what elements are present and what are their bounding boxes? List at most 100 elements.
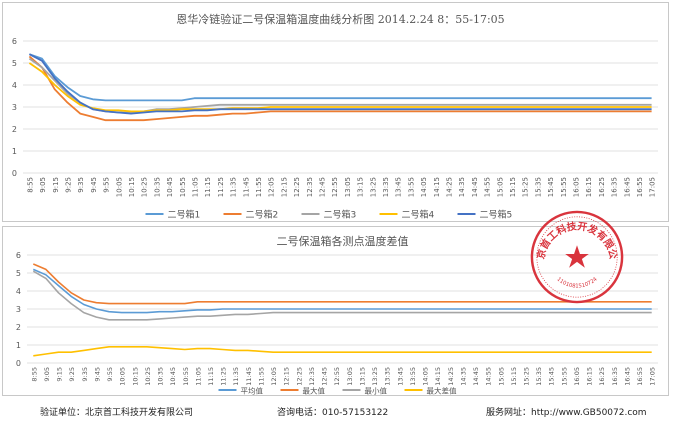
x-tick-label: 15:45 xyxy=(547,177,555,197)
x-tick-label: 13:25 xyxy=(371,367,379,386)
x-tick-label: 9:55 xyxy=(106,367,114,382)
x-tick-label: 16:35 xyxy=(611,367,619,386)
x-tick-label: 14:15 xyxy=(433,177,441,197)
y-tick-label: 3 xyxy=(12,103,17,112)
footer-website: 服务网址：http://www.GB50072.com xyxy=(486,408,647,418)
x-tick-label: 9:55 xyxy=(103,177,111,193)
legend-label: 二号箱4 xyxy=(402,209,435,221)
x-tick-label: 13:55 xyxy=(409,367,417,386)
x-tick-label: 16:45 xyxy=(623,177,631,197)
legend-label: 二号箱2 xyxy=(246,209,279,221)
x-tick-label: 9:35 xyxy=(81,367,89,382)
x-tick-label: 11:05 xyxy=(194,367,202,386)
x-tick-label: 13:05 xyxy=(344,177,352,197)
y-tick-label: 6 xyxy=(12,37,17,46)
x-tick-label: 9:25 xyxy=(68,367,76,382)
x-tick-label: 12:25 xyxy=(295,367,303,386)
x-tick-label: 13:15 xyxy=(358,367,366,386)
x-tick-label: 12:55 xyxy=(331,177,339,197)
x-tick-label: 12:05 xyxy=(268,177,276,197)
x-tick-label: 16:55 xyxy=(636,367,644,386)
x-tick-label: 11:35 xyxy=(232,367,240,386)
x-tick-label: 11:55 xyxy=(255,177,263,197)
x-tick-label: 15:45 xyxy=(548,367,556,386)
x-tick-label: 14:25 xyxy=(445,177,453,197)
legend-label: 最大值 xyxy=(303,386,326,396)
x-tick-label: 12:35 xyxy=(308,367,316,386)
x-tick-label: 16:15 xyxy=(585,177,593,197)
series-line-最大值 xyxy=(32,263,652,305)
x-tick-label: 13:05 xyxy=(346,367,354,386)
x-tick-label: 15:25 xyxy=(522,177,530,197)
x-tick-label: 12:35 xyxy=(306,177,314,197)
x-tick-label: 12:25 xyxy=(293,177,301,197)
x-tick-label: 14:45 xyxy=(472,367,480,386)
y-tick-label: 0 xyxy=(12,169,17,178)
x-tick-label: 9:15 xyxy=(52,177,60,193)
x-tick-label: 14:35 xyxy=(458,177,466,197)
x-tick-label: 16:05 xyxy=(573,367,581,386)
x-tick-label: 14:55 xyxy=(484,177,492,197)
x-tick-label: 16:25 xyxy=(598,177,606,197)
x-tick-label: 13:25 xyxy=(369,177,377,197)
series-line-最小值 xyxy=(32,270,652,321)
y-tick-label: 5 xyxy=(16,269,21,278)
legend-label: 最大差值 xyxy=(427,386,457,396)
x-tick-label: 15:25 xyxy=(522,367,530,386)
x-tick-label: 9:25 xyxy=(64,177,72,193)
x-tick-label: 10:55 xyxy=(179,177,187,197)
x-tick-label: 13:45 xyxy=(395,177,403,197)
x-tick-label: 10:45 xyxy=(169,367,177,386)
x-tick-label: 14:05 xyxy=(422,367,430,386)
series-line-二号箱4 xyxy=(28,62,652,113)
x-tick-label: 13:35 xyxy=(384,367,392,386)
x-tick-label: 11:45 xyxy=(242,177,250,197)
legend-label: 二号箱3 xyxy=(324,209,357,221)
legend-label: 最小值 xyxy=(365,386,388,396)
x-tick-label: 14:15 xyxy=(434,367,442,386)
x-tick-label: 10:05 xyxy=(115,177,123,197)
temperature-difference-chart: 二号保温箱各测点温度差值 0 1 2 3 4 5 6 8:55 9:05 9:15 9:25 9:35 9… xyxy=(2,226,669,396)
x-tick-label: 14:55 xyxy=(485,367,493,386)
x-tick-label: 17:05 xyxy=(649,367,657,386)
x-tick-label: 16:55 xyxy=(636,177,644,197)
x-tick-label: 12:05 xyxy=(270,367,278,386)
footer-phone: 咨询电话：010-57153122 xyxy=(277,408,389,418)
series-line-最大差值 xyxy=(33,346,652,357)
x-tick-label: 9:05 xyxy=(43,367,51,382)
x-tick-label: 14:35 xyxy=(459,367,467,386)
x-tick-label: 8:55 xyxy=(30,367,38,382)
x-tick-label: 11:25 xyxy=(217,177,225,197)
x-tick-label: 12:15 xyxy=(283,367,291,386)
x-tick-label: 11:25 xyxy=(220,367,228,386)
x-tick-label: 17:05 xyxy=(649,177,657,197)
x-tick-label: 16:05 xyxy=(572,177,580,197)
x-tick-label: 11:15 xyxy=(204,177,212,197)
x-tick-label: 9:05 xyxy=(39,177,47,193)
chart-title-1: 二号保温箱各测点温度差值 xyxy=(277,234,409,248)
series-line-二号箱3 xyxy=(28,57,652,114)
y-tick-label: 0 xyxy=(16,359,21,368)
x-tick-label: 13:15 xyxy=(357,177,365,197)
x-tick-label: 9:45 xyxy=(93,367,101,382)
series-line-二号箱5 xyxy=(28,53,652,115)
x-tick-label: 16:15 xyxy=(586,367,594,386)
x-tick-label: 15:35 xyxy=(534,177,542,197)
y-tick-label: 2 xyxy=(12,125,17,134)
series-line-二号箱1 xyxy=(29,53,652,102)
series-line-平均值 xyxy=(32,268,652,314)
x-tick-label: 10:35 xyxy=(153,177,161,197)
x-tick-label: 10:45 xyxy=(166,177,174,197)
x-tick-label: 9:35 xyxy=(77,177,85,193)
y-tick-label: 4 xyxy=(12,81,17,90)
temperature-curve-svg: 恩华冷链验证二号保温箱温度曲线分析图 2014.2.24 8：55-17:05 0… xyxy=(12,12,658,221)
x-tick-label: 12:15 xyxy=(280,177,288,197)
x-tick-label: 16:35 xyxy=(611,177,619,197)
y-tick-label: 1 xyxy=(12,147,17,156)
legend-label: 二号箱1 xyxy=(168,209,201,221)
company-seal: 北京首工科技开发有限公司 1101081510724 xyxy=(528,208,624,304)
x-tick-label: 10:05 xyxy=(119,367,127,386)
x-tick-label: 12:45 xyxy=(318,177,326,197)
svg-text:1101081510724: 1101081510724 xyxy=(555,276,599,290)
x-tick-label: 10:25 xyxy=(144,367,152,386)
